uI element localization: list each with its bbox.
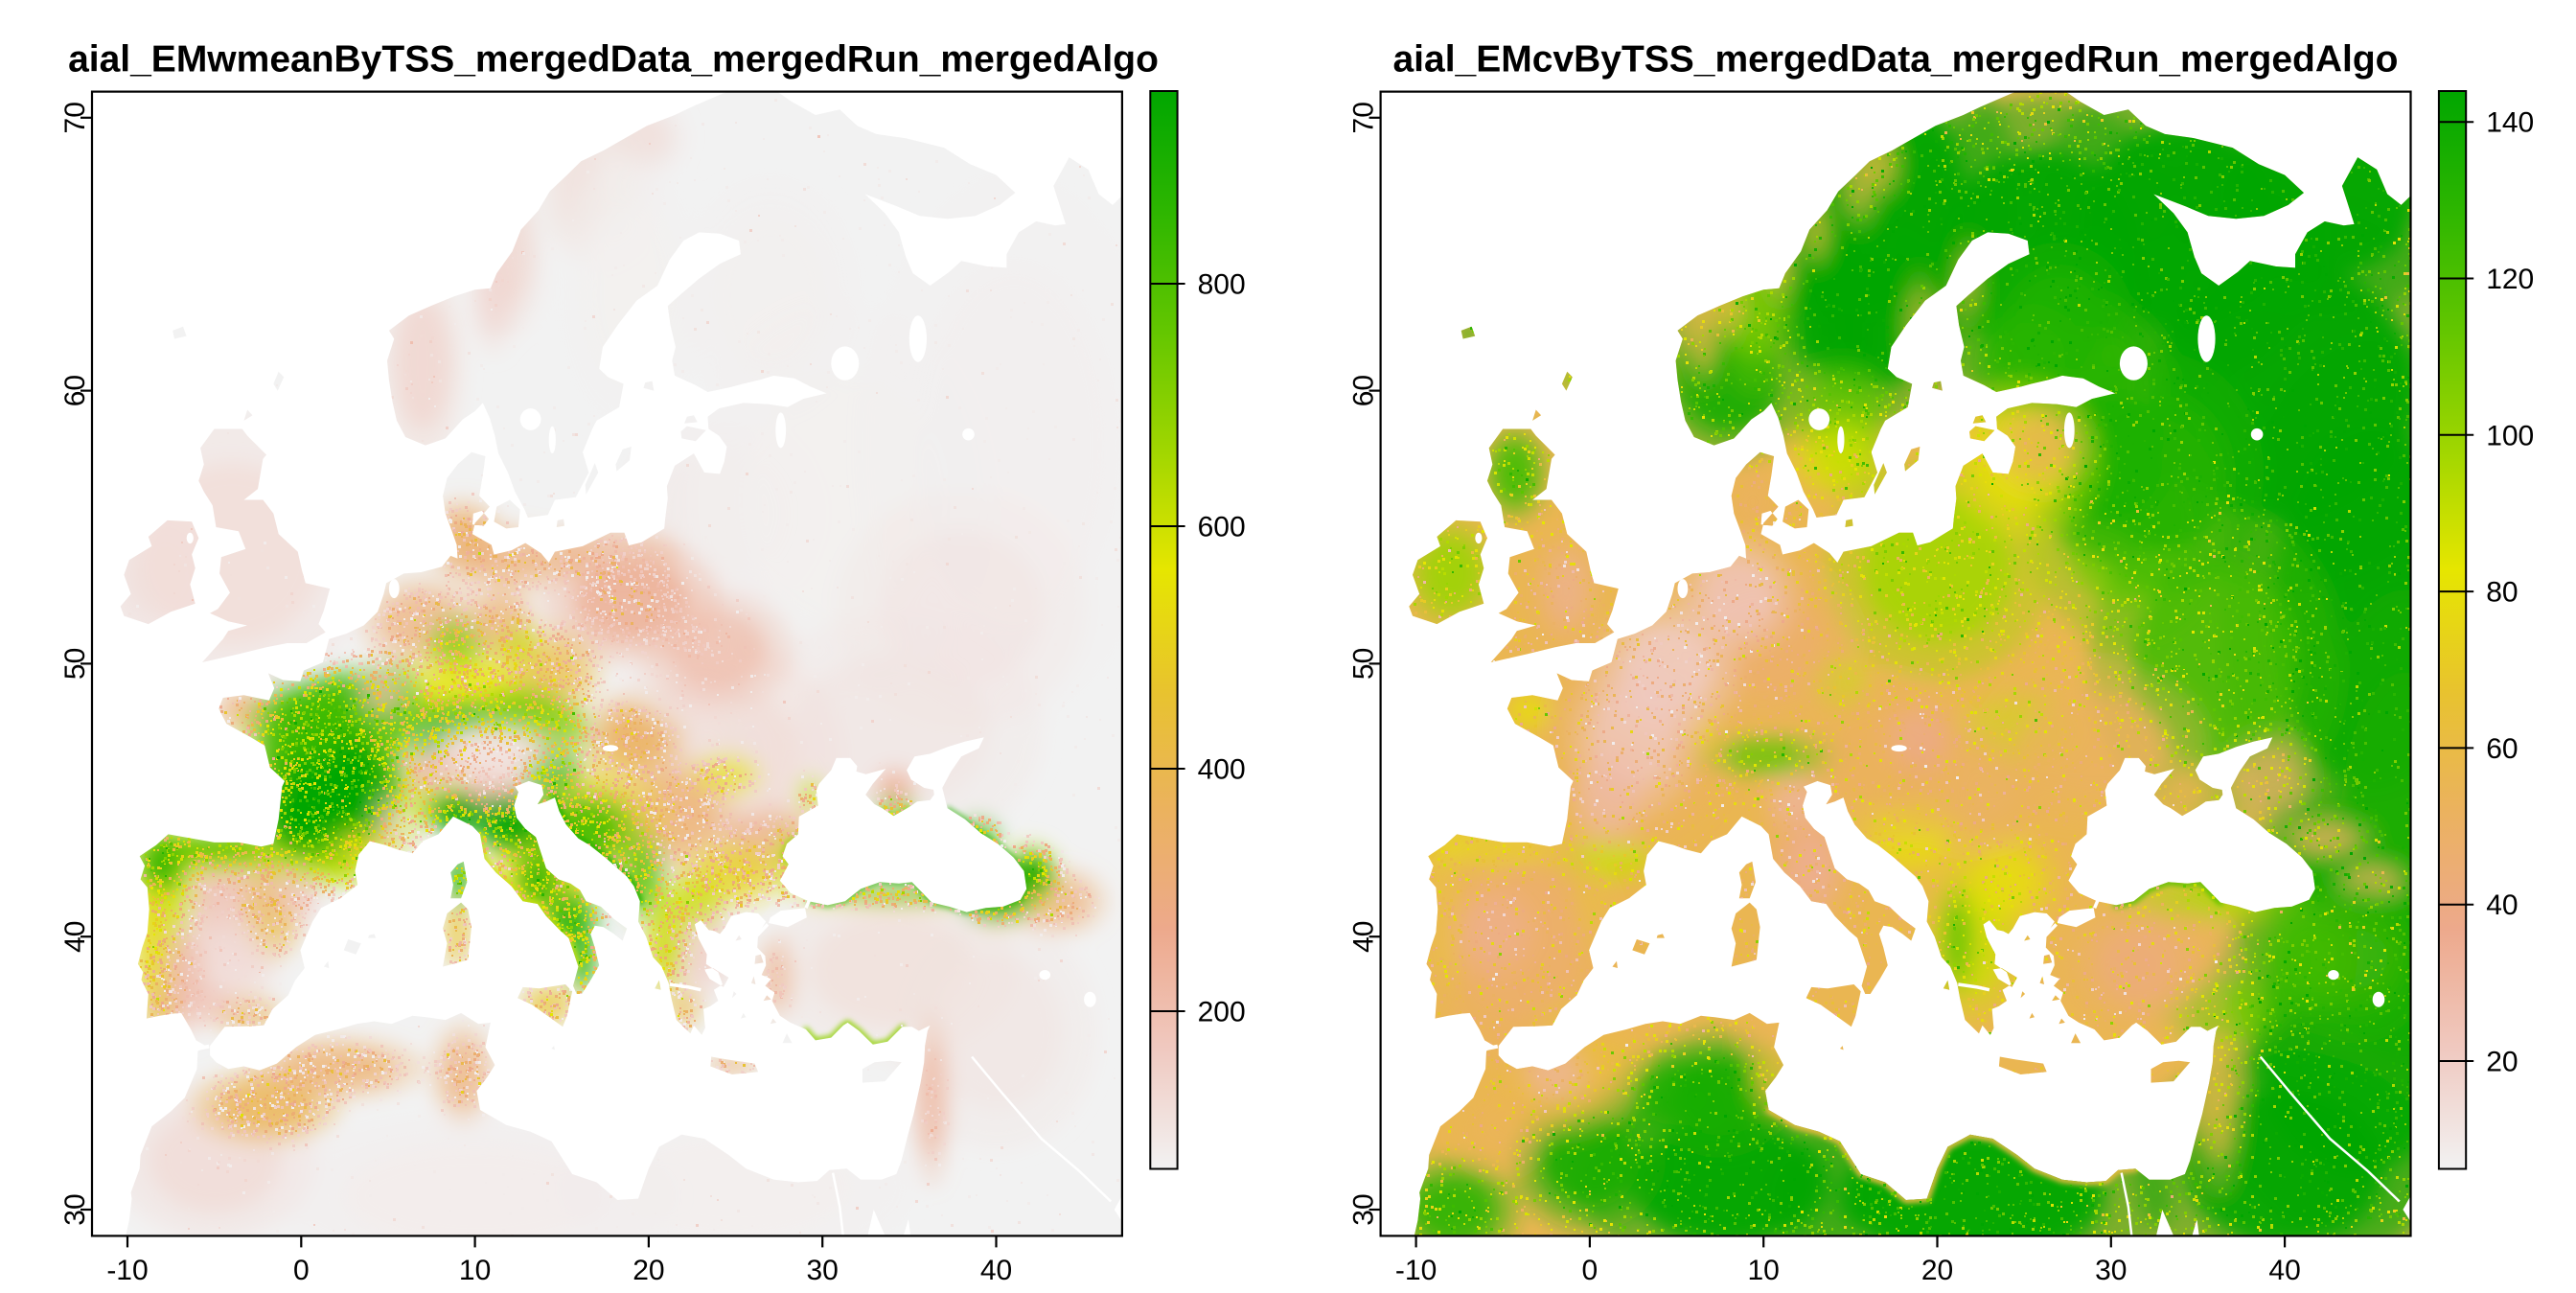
svg-text:400: 400 (1198, 754, 1246, 786)
svg-text:80: 80 (2486, 577, 2518, 609)
svg-text:aial_EMwmeanByTSS_mergedData_m: aial_EMwmeanByTSS_mergedData_mergedRun_m… (68, 39, 1159, 81)
svg-text:-10: -10 (1395, 1255, 1437, 1286)
svg-text:600: 600 (1198, 512, 1246, 543)
svg-text:aial_EMcvByTSS_mergedData_merg: aial_EMcvByTSS_mergedData_mergedRun_merg… (1392, 39, 2398, 81)
svg-text:0: 0 (1582, 1255, 1598, 1286)
svg-text:20: 20 (1921, 1255, 1953, 1286)
svg-text:0: 0 (293, 1255, 310, 1286)
svg-text:40: 40 (59, 921, 91, 953)
svg-text:120: 120 (2486, 264, 2534, 295)
svg-text:40: 40 (980, 1255, 1012, 1286)
svg-text:70: 70 (1348, 102, 1380, 133)
svg-text:10: 10 (1748, 1255, 1780, 1286)
svg-text:10: 10 (459, 1255, 491, 1286)
svg-text:-10: -10 (106, 1255, 148, 1286)
svg-text:800: 800 (1198, 269, 1246, 301)
svg-text:30: 30 (59, 1193, 91, 1225)
svg-text:60: 60 (1348, 375, 1380, 406)
svg-text:60: 60 (2486, 733, 2518, 765)
svg-text:140: 140 (2486, 107, 2534, 139)
svg-text:60: 60 (59, 375, 91, 406)
svg-text:30: 30 (807, 1255, 839, 1286)
svg-text:40: 40 (2268, 1255, 2300, 1286)
svg-text:20: 20 (2486, 1047, 2518, 1078)
svg-text:100: 100 (2486, 420, 2534, 451)
svg-text:70: 70 (59, 102, 91, 133)
svg-text:200: 200 (1198, 997, 1246, 1028)
svg-text:40: 40 (1348, 921, 1380, 953)
svg-text:30: 30 (2095, 1255, 2127, 1286)
svg-text:50: 50 (59, 648, 91, 680)
svg-text:20: 20 (632, 1255, 664, 1286)
svg-text:50: 50 (1348, 648, 1380, 680)
svg-text:30: 30 (1348, 1193, 1380, 1225)
svg-text:40: 40 (2486, 889, 2518, 921)
